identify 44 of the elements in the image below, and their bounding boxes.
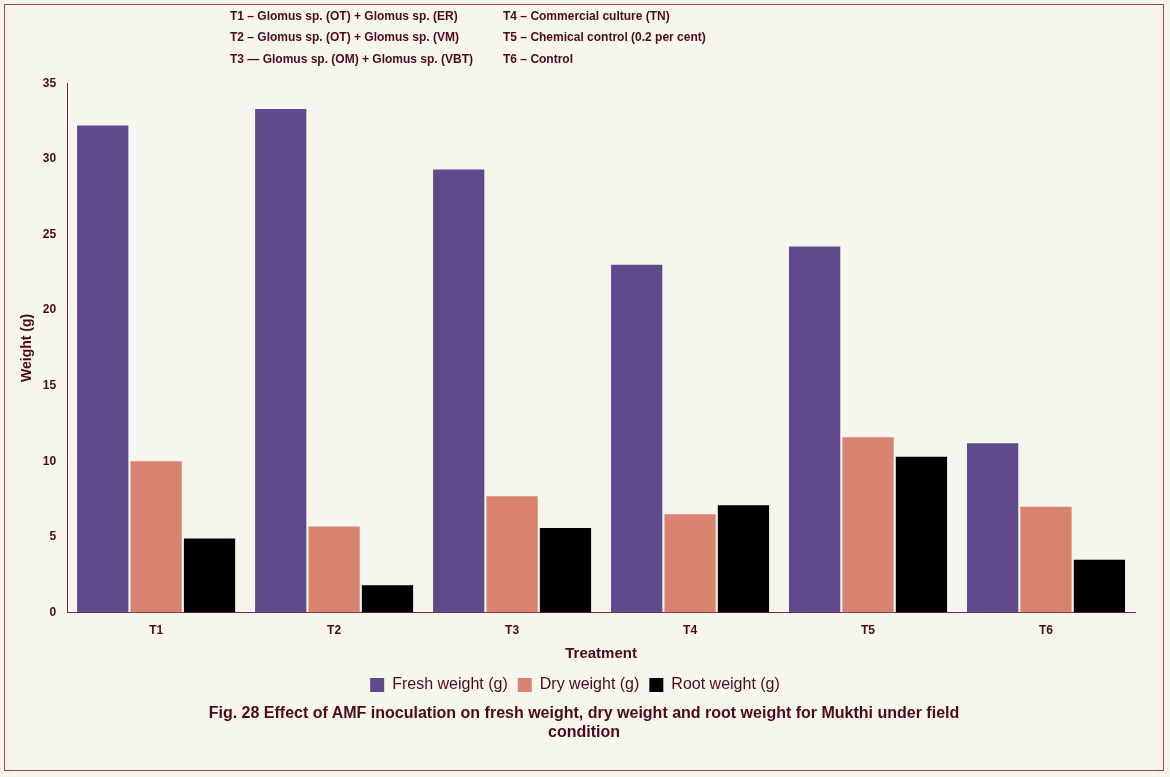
bar	[486, 496, 538, 613]
bar	[895, 456, 948, 613]
bar	[717, 505, 770, 613]
y-tick-label: 0	[49, 604, 57, 619]
bar	[433, 169, 485, 613]
y-tick-label: 5	[49, 529, 57, 544]
x-axis-title: Treatment	[565, 644, 637, 662]
text: T6 – Control	[503, 51, 575, 68]
y-tick-label: 30	[42, 151, 57, 166]
bar	[130, 461, 182, 613]
x-tick-label: T6	[1039, 623, 1054, 638]
bar	[789, 246, 841, 613]
bar	[183, 538, 236, 613]
bar	[842, 437, 894, 613]
x-tick-label: T4	[683, 623, 698, 638]
y-tick-label: 25	[42, 226, 57, 241]
y-axis-title: Weight (g)	[18, 313, 35, 382]
y-tick-label: 15	[42, 378, 57, 393]
text: T4 – Commercial culture (TN)	[503, 9, 671, 25]
bar	[611, 264, 663, 613]
bar	[539, 527, 592, 613]
y-tick-label: 20	[42, 302, 57, 317]
bar	[966, 443, 1019, 613]
text: T5 – Chemical control (0.2 per cent)	[503, 30, 706, 47]
bar	[1020, 506, 1072, 613]
x-tick-label: T2	[327, 623, 342, 638]
legend-label: Dry weight (g)	[539, 675, 640, 693]
text: T2 – Glomus sp. (OT) + Glomus sp. (VM)	[230, 30, 461, 47]
text: T1 – Glomus sp. (OT) + Glomus sp. (ER)	[230, 9, 459, 25]
bar	[255, 108, 307, 613]
legend-label: Root weight (g)	[671, 675, 780, 693]
x-tick-label: T1	[149, 623, 164, 638]
x-tick-label: T3	[505, 623, 520, 638]
bar	[308, 526, 360, 613]
text: Fig. 28 Effect of AMF inoculation on fresh weight, dry weight and root weight for Mukthi under field condition	[207, 703, 961, 741]
bar	[664, 514, 716, 613]
bar	[1073, 559, 1126, 613]
bar	[77, 125, 129, 613]
x-tick-label: T5	[861, 623, 876, 638]
bar	[361, 585, 414, 613]
y-tick-label: 35	[42, 75, 57, 90]
text: T3 — Glomus sp. (OM) + Glomus sp. (VBT)	[230, 51, 474, 68]
y-tick-label: 10	[42, 453, 57, 468]
legend-label: Fresh weight (g)	[392, 675, 508, 693]
